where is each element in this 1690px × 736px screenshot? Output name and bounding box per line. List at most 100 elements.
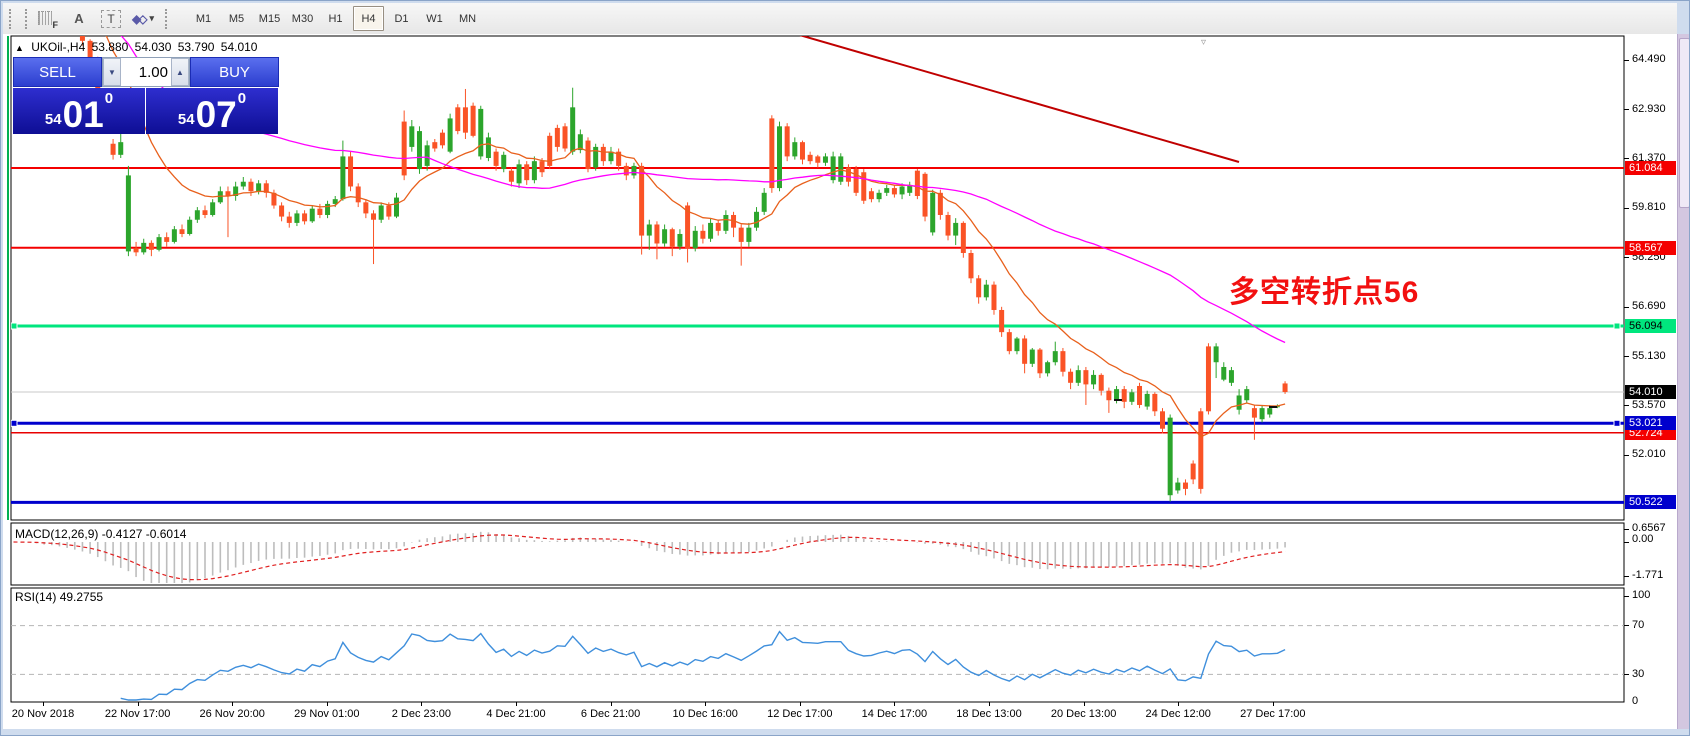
indicator-axis-label: -1.771 bbox=[1632, 569, 1664, 581]
candle bbox=[355, 186, 361, 203]
descending-trendline[interactable] bbox=[796, 34, 1240, 163]
vertical-scrollbar[interactable] bbox=[1677, 34, 1689, 729]
candle bbox=[807, 154, 813, 162]
candle bbox=[210, 202, 216, 215]
candle bbox=[777, 126, 782, 189]
time-tick-label: 2 Dec 23:00 bbox=[391, 708, 452, 720]
candle bbox=[1198, 411, 1204, 489]
hline-anchor[interactable] bbox=[11, 322, 18, 330]
shapes-icon[interactable]: ◆◇ ▾ bbox=[130, 7, 156, 31]
pane-border bbox=[10, 35, 1625, 521]
macd-values: -0.4127 -0.6014 bbox=[101, 527, 187, 541]
axis-tick bbox=[1624, 257, 1629, 259]
font-a-icon[interactable]: A bbox=[74, 11, 84, 26]
time-tick-label: 29 Nov 01:00 bbox=[294, 708, 360, 720]
candle bbox=[731, 214, 737, 228]
candle bbox=[141, 242, 147, 253]
hline-anchor[interactable] bbox=[11, 419, 18, 427]
candle bbox=[416, 131, 422, 170]
timeframe-button-M1[interactable]: M1 bbox=[195, 12, 212, 25]
timeframe-button-M5[interactable]: M5 bbox=[228, 12, 245, 25]
candle bbox=[340, 156, 346, 200]
candle bbox=[1228, 370, 1234, 383]
indicator-axis-label: 100 bbox=[1632, 589, 1651, 601]
axis-tick bbox=[1624, 575, 1629, 577]
candle bbox=[531, 161, 537, 181]
sell-button[interactable]: SELL bbox=[13, 57, 102, 87]
price-label-61.084: 61.084 bbox=[1625, 161, 1676, 175]
bid-price-display[interactable]: 54 01 0 bbox=[13, 88, 145, 134]
time-tick-label: 22 Nov 17:00 bbox=[104, 708, 171, 720]
axis-tick bbox=[1624, 109, 1629, 111]
candle bbox=[830, 156, 836, 181]
text-box-icon[interactable]: T bbox=[98, 7, 124, 31]
dash-marker[interactable] bbox=[1114, 399, 1122, 401]
timeframe-button-W1[interactable]: W1 bbox=[426, 12, 443, 25]
hline-anchor[interactable] bbox=[1613, 419, 1621, 427]
candle bbox=[1045, 362, 1051, 374]
timeframe-button-D1[interactable]: D1 bbox=[394, 12, 409, 25]
candle bbox=[853, 169, 859, 193]
timeframe-button-H4[interactable]: H4 bbox=[353, 6, 384, 31]
indicator-axis-label: 0.00 bbox=[1632, 533, 1654, 545]
candle bbox=[746, 227, 752, 242]
price-label-53.021: 53.021 bbox=[1625, 416, 1676, 431]
candle bbox=[754, 211, 760, 228]
axis-tick bbox=[1624, 405, 1629, 407]
candle bbox=[1282, 383, 1288, 392]
dash-marker[interactable] bbox=[1269, 406, 1277, 408]
candle bbox=[118, 142, 124, 155]
candle bbox=[700, 230, 706, 239]
candle bbox=[1014, 338, 1020, 352]
time-axis-tick bbox=[326, 702, 328, 706]
candle bbox=[248, 181, 254, 192]
chart-header: ▲ UKOil-,H4 53.880 54.030 53.790 54.010 bbox=[15, 40, 260, 54]
candle bbox=[815, 156, 821, 163]
time-tick-label: 24 Dec 12:00 bbox=[1145, 708, 1211, 720]
candle bbox=[999, 309, 1005, 333]
candle bbox=[669, 229, 675, 247]
candle bbox=[470, 105, 476, 136]
candle bbox=[1167, 417, 1173, 496]
price-tick-label: 52.010 bbox=[1632, 448, 1666, 461]
ma-fast-line bbox=[105, 36, 1286, 438]
candle bbox=[822, 156, 828, 163]
hline-anchor[interactable] bbox=[1613, 322, 1621, 330]
volume-up-button[interactable]: ▲ bbox=[171, 58, 189, 86]
buy-button[interactable]: BUY bbox=[190, 57, 279, 87]
candle bbox=[562, 126, 568, 149]
candle bbox=[891, 188, 897, 195]
rsi-value: 49.2755 bbox=[59, 590, 104, 604]
toolbar-drag-handle[interactable] bbox=[9, 8, 27, 29]
candle bbox=[1267, 408, 1273, 415]
candle bbox=[1098, 374, 1104, 391]
candle bbox=[945, 214, 951, 236]
bid-pip: 0 bbox=[104, 90, 114, 107]
candle bbox=[110, 143, 116, 155]
candle bbox=[164, 237, 170, 242]
candle bbox=[960, 222, 966, 253]
chart-plot[interactable] bbox=[3, 34, 1677, 729]
candle bbox=[202, 210, 208, 215]
candle bbox=[577, 134, 583, 151]
ohlc-high: 54.030 bbox=[134, 40, 172, 54]
dropdown-caret-icon: ▾ bbox=[149, 13, 154, 23]
axis-tick bbox=[1624, 59, 1629, 61]
volume-down-button[interactable]: ▼ bbox=[103, 58, 121, 86]
candle bbox=[907, 184, 913, 193]
candle bbox=[309, 208, 315, 222]
ask-price-display[interactable]: 54 07 0 bbox=[146, 88, 278, 134]
chart-annotation-text[interactable]: 多空转折点56 bbox=[1229, 276, 1420, 309]
toolbar: F A T ◆◇ ▾ M1 M5 M15 M30 H1 H4 D1 W1 MN bbox=[3, 3, 1677, 35]
volume-input[interactable] bbox=[121, 58, 171, 86]
collapse-triangle-icon[interactable]: ▲ bbox=[15, 43, 24, 53]
scrollbar-thumb[interactable] bbox=[1679, 38, 1689, 208]
chart-window-icon[interactable]: F bbox=[34, 7, 60, 31]
axis-tick bbox=[1624, 624, 1629, 626]
candle bbox=[1152, 393, 1158, 412]
timeframe-button-M30[interactable]: M30 bbox=[291, 12, 314, 25]
timeframe-button-MN[interactable]: MN bbox=[458, 12, 477, 25]
timeframe-button-M15[interactable]: M15 bbox=[258, 12, 281, 25]
candle bbox=[1037, 349, 1043, 374]
timeframe-button-H1[interactable]: H1 bbox=[328, 12, 343, 25]
